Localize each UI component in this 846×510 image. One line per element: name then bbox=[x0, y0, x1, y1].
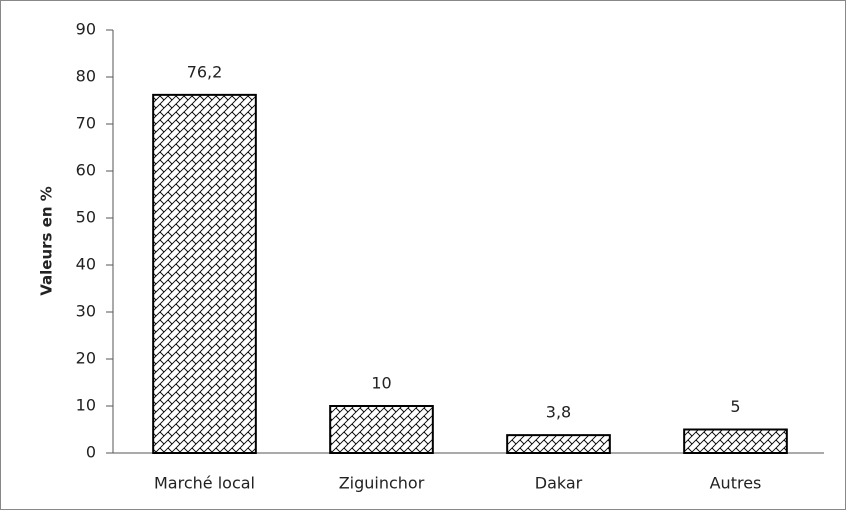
y-tick-label: 30 bbox=[76, 302, 96, 321]
y-axis-label: Valeurs en % bbox=[38, 186, 56, 296]
bar bbox=[683, 428, 788, 454]
y-tick-label: 50 bbox=[76, 208, 96, 227]
data-label: 76,2 bbox=[187, 62, 223, 81]
bar bbox=[152, 93, 257, 455]
y-tick-label: 90 bbox=[76, 20, 96, 39]
data-label: 10 bbox=[371, 374, 391, 393]
data-label: 5 bbox=[730, 397, 740, 416]
y-tick-label: 10 bbox=[76, 396, 96, 415]
y-tick-label: 40 bbox=[76, 255, 96, 274]
y-tick-label: 20 bbox=[76, 349, 96, 368]
y-tick-label: 0 bbox=[86, 443, 96, 462]
x-tick-label: Dakar bbox=[535, 474, 583, 493]
y-tick-label: 70 bbox=[76, 114, 96, 133]
bar bbox=[329, 405, 434, 454]
x-tick-label: Marché local bbox=[154, 474, 255, 493]
bar bbox=[506, 434, 611, 455]
y-tick-label: 80 bbox=[76, 67, 96, 86]
x-tick-label: Ziguinchor bbox=[339, 474, 425, 493]
data-label: 3,8 bbox=[546, 403, 571, 422]
x-tick-label: Autres bbox=[710, 474, 762, 493]
y-tick-label: 60 bbox=[76, 161, 96, 180]
